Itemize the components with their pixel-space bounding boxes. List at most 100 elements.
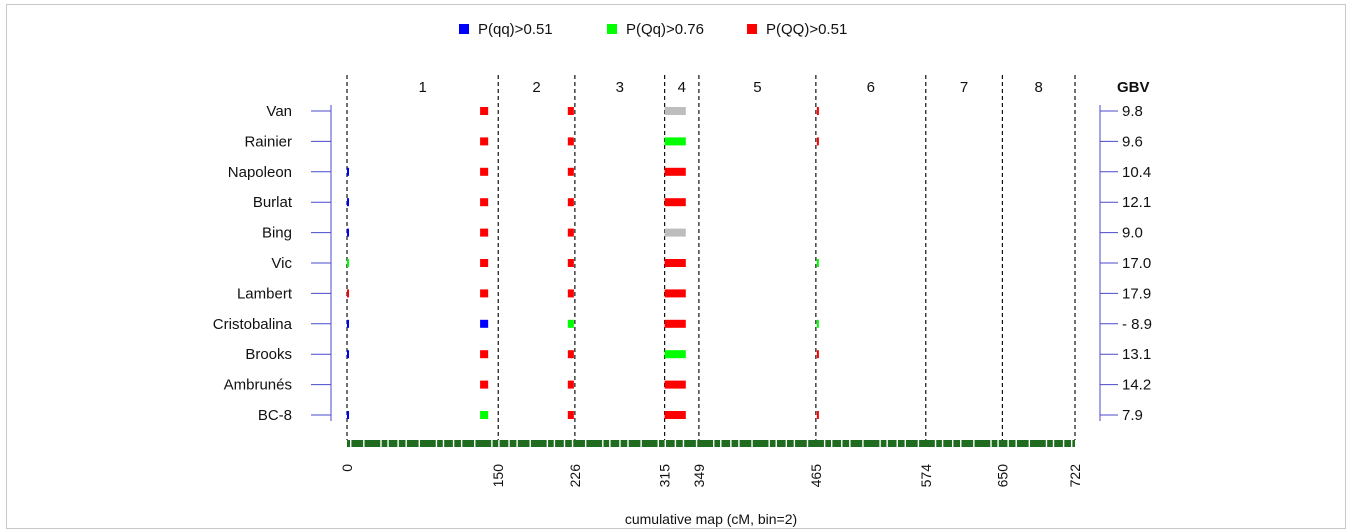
marker-gap	[997, 440, 999, 447]
marker-gap	[619, 440, 621, 447]
cultivar-label-9: Ambrunés	[224, 377, 292, 394]
marker-gap	[823, 440, 826, 447]
marker-gap	[973, 440, 975, 447]
gbv-value-4: 9.0	[1122, 225, 1143, 242]
marker-gap	[917, 440, 920, 447]
marker-gap	[657, 440, 659, 447]
segment-Qq-24	[816, 259, 819, 267]
segment-other-19	[664, 228, 686, 237]
segment-QQ-22	[567, 259, 574, 267]
legend-label-0: P(qq)>0.51	[478, 21, 553, 38]
segment-QQ-40	[567, 380, 574, 389]
gbv-value-9: 14.2	[1122, 377, 1151, 394]
segment-QQ-18	[567, 228, 574, 237]
marker-gap	[435, 440, 438, 447]
cultivar-label-6: Lambert	[237, 285, 293, 302]
segment-Qq-20	[347, 259, 350, 267]
x-tick-label-5: 465	[808, 464, 824, 488]
marker-gap	[640, 440, 642, 447]
segment-QQ-9	[480, 167, 489, 176]
marker-gap	[498, 440, 500, 447]
segment-qq-30	[480, 319, 489, 328]
marker-gap	[862, 440, 864, 447]
chromosome-label-7: 7	[960, 79, 968, 96]
segment-QQ-5	[567, 137, 574, 146]
segment-QQ-32	[664, 319, 686, 328]
legend-swatch-2	[747, 24, 757, 34]
segment-QQ-39	[480, 380, 489, 389]
marker-gap	[363, 440, 365, 447]
marker-gap	[830, 440, 833, 447]
segment-other-2	[664, 107, 686, 115]
segment-QQ-21	[480, 259, 489, 267]
segment-QQ-7	[816, 137, 819, 146]
segment-QQ-28	[664, 289, 686, 298]
x-tick-label-2: 226	[567, 464, 583, 488]
segment-QQ-0	[480, 107, 489, 115]
marker-gap	[1062, 440, 1065, 447]
legend-swatch-1	[607, 24, 617, 34]
marker-gap	[350, 440, 352, 447]
marker-gap	[841, 440, 843, 447]
marker-gap	[695, 440, 698, 447]
chromosome-label-4: 4	[678, 79, 686, 96]
gbv-value-10: 7.9	[1122, 407, 1143, 424]
segment-qq-8	[347, 167, 350, 176]
figure-frame	[6, 4, 1346, 529]
cultivar-label-4: Bing	[262, 225, 292, 242]
cultivar-label-8: Brooks	[245, 346, 292, 363]
marker-gap	[1052, 440, 1055, 447]
marker-gap	[627, 440, 629, 447]
marker-gap	[960, 440, 962, 447]
x-tick-label-6: 574	[918, 464, 934, 488]
marker-gap	[529, 440, 531, 447]
marker-gap	[904, 440, 906, 447]
marker-gap	[674, 440, 677, 447]
cultivar-label-1: Rainier	[244, 133, 292, 150]
x-tick-label-1: 150	[490, 464, 506, 488]
marker-gap	[474, 440, 476, 447]
segment-qq-16	[347, 228, 350, 237]
marker-gap	[886, 440, 888, 447]
marker-gap	[793, 440, 796, 447]
segment-QQ-45	[664, 411, 686, 419]
legend-swatch-0	[459, 24, 469, 34]
cultivar-label-2: Napoleon	[228, 164, 292, 181]
segment-QQ-44	[567, 411, 574, 419]
marker-gap	[418, 440, 420, 447]
segment-QQ-23	[664, 259, 686, 267]
marker-gap	[405, 440, 407, 447]
segment-qq-34	[347, 350, 350, 359]
segment-Qq-43	[480, 411, 489, 419]
marker-gap	[546, 440, 549, 447]
segment-qq-42	[347, 411, 350, 419]
segment-QQ-25	[347, 289, 350, 298]
gbv-title: GBV	[1117, 79, 1150, 96]
segment-QQ-38	[816, 350, 819, 359]
marker-gap	[1007, 440, 1009, 447]
x-tick-label-0: 0	[339, 464, 355, 472]
segment-Qq-31	[567, 319, 574, 328]
chromosome-label-1: 1	[418, 79, 426, 96]
marker-gap	[508, 440, 510, 447]
marker-gap	[553, 440, 556, 447]
marker-gap	[516, 440, 518, 447]
chromosome-label-2: 2	[532, 79, 540, 96]
cultivar-label-5: Vic	[271, 255, 292, 272]
gbv-value-3: 12.1	[1122, 194, 1151, 211]
gbv-value-5: 17.0	[1122, 255, 1151, 272]
marker-gap	[563, 440, 566, 447]
marker-gap	[785, 440, 788, 447]
marker-gap	[713, 440, 715, 447]
segment-qq-12	[347, 198, 350, 207]
marker-gap	[1045, 440, 1048, 447]
marker-strip	[347, 440, 1075, 447]
marker-gap	[682, 440, 685, 447]
gbv-value-6: 17.9	[1122, 285, 1151, 302]
marker-gap	[720, 440, 722, 447]
segment-QQ-41	[664, 380, 686, 389]
segment-QQ-26	[480, 289, 489, 298]
marker-gap	[806, 440, 809, 447]
marker-gap	[738, 440, 740, 447]
